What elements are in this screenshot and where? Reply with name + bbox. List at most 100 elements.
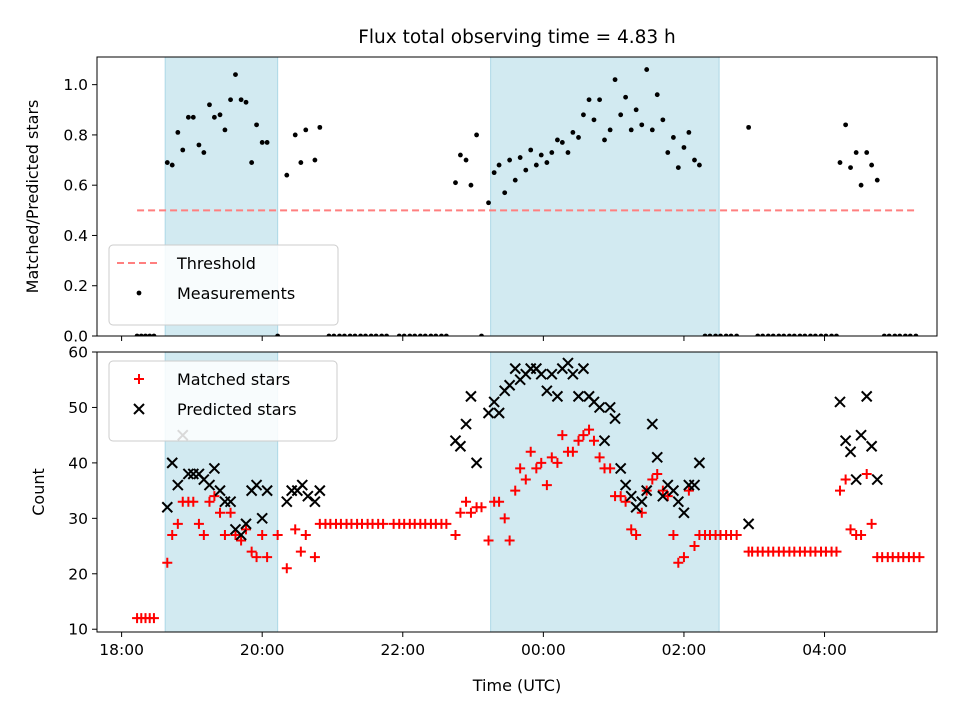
- predicted-point-81: [865, 440, 878, 452]
- predicted-point-62: [636, 495, 648, 508]
- count-series-1: [132, 424, 925, 624]
- count-legend-label-2: Predicted stars: [177, 400, 297, 419]
- matched-point-59: [465, 507, 476, 518]
- predicted-point-55: [598, 435, 611, 447]
- measurement-point-137: [897, 333, 903, 336]
- measurement-point-120: [808, 333, 813, 336]
- matched-point-87: [615, 491, 626, 502]
- matched-point-75: [552, 457, 563, 468]
- predicted-point-18: [250, 479, 263, 491]
- matched-point-82: [588, 435, 599, 446]
- measurement-point-127: [843, 122, 849, 128]
- measurement-point-97: [675, 165, 681, 170]
- measurement-point-68: [523, 167, 529, 173]
- measurement-point-107: [728, 333, 734, 336]
- measurement-point-139: [907, 333, 913, 336]
- measurement-point-59: [474, 132, 479, 138]
- matched-point-98: [673, 557, 684, 568]
- predicted-point-13: [224, 495, 237, 508]
- predicted-point-54: [593, 401, 606, 414]
- measurement-point-72: [544, 160, 550, 165]
- matched-point-19: [230, 529, 241, 540]
- matched-point-30: [300, 529, 311, 540]
- count-y-tick-label-4: 40: [68, 454, 88, 472]
- matched-point-29: [295, 546, 306, 557]
- ratio-legend-box: [108, 244, 339, 326]
- measurement-point-53: [439, 333, 444, 336]
- count-x-tick-label-6: 04:00: [802, 641, 847, 659]
- predicted-point-70: [678, 507, 690, 519]
- measurement-point-138: [902, 333, 908, 336]
- matched-point-81: [584, 424, 595, 435]
- predicted-point-75: [834, 396, 846, 408]
- ratio-series: [134, 67, 919, 336]
- measurement-point-43: [379, 333, 385, 336]
- measurement-point-113: [770, 333, 776, 336]
- measurement-point-58: [468, 182, 474, 188]
- measurement-point-89: [633, 107, 639, 113]
- measurement-point-76: [565, 150, 571, 155]
- measurement-point-34: [331, 333, 337, 336]
- measurement-point-114: [776, 333, 782, 336]
- measurement-point-64: [502, 190, 508, 196]
- count-x-tick-label-4: 00:00: [521, 641, 566, 659]
- measurement-point-71: [538, 152, 544, 158]
- measurement-point-18: [228, 97, 233, 103]
- matched-point-97: [668, 529, 679, 540]
- measurement-point-48: [412, 333, 418, 336]
- predicted-point-69: [672, 495, 685, 508]
- measurement-point-86: [618, 112, 624, 118]
- measurement-point-20: [238, 97, 244, 103]
- measurement-point-65: [507, 157, 513, 163]
- measurement-point-81: [591, 117, 597, 123]
- measurement-point-61: [486, 200, 491, 206]
- measurement-point-37: [347, 333, 353, 336]
- measurement-point-45: [396, 333, 402, 336]
- measurement-point-26: [275, 333, 281, 336]
- predicted-point-49: [567, 368, 579, 380]
- measurement-point-140: [913, 333, 919, 336]
- count-y-tick-label-3: 30: [68, 510, 88, 528]
- measurement-point-7: [169, 162, 175, 168]
- ratio-panel: 0.0 0.2 0.4 0.6 0.8 1.0 Flux total observing …: [23, 27, 938, 346]
- predicted-point-20: [261, 484, 273, 497]
- count-x-tick-label-5: 02:00: [662, 641, 707, 659]
- predicted-point-10: [208, 462, 221, 475]
- ratio-series-2: [134, 67, 919, 336]
- measurement-point-103: [707, 333, 713, 336]
- matched-point-25: [262, 552, 273, 563]
- matched-point-7: [167, 529, 178, 540]
- measurement-point-27: [284, 172, 290, 178]
- predicted-point-21: [281, 495, 293, 508]
- measurement-point-33: [326, 333, 332, 336]
- measurement-point-35: [337, 333, 342, 336]
- measurement-point-101: [697, 162, 702, 168]
- measurement-point-132: [869, 162, 875, 168]
- ratio-y-tick-label-1: 0.0: [63, 328, 88, 346]
- matched-point-57: [455, 507, 466, 518]
- measurement-point-73: [549, 150, 555, 155]
- measurement-point-39: [358, 333, 363, 336]
- measurement-point-36: [342, 333, 347, 336]
- matched-point-28: [290, 524, 301, 535]
- measurement-point-83: [602, 137, 607, 143]
- predicted-point-38: [509, 362, 521, 375]
- matched-point-74: [546, 452, 557, 463]
- measurement-point-80: [586, 97, 592, 103]
- count-series: [132, 357, 925, 624]
- measurement-point-42: [373, 333, 379, 336]
- measurement-point-13: [201, 150, 207, 155]
- count-legend-box: [108, 360, 338, 442]
- predicted-point-2: [166, 457, 178, 469]
- predicted-point-19: [256, 512, 268, 525]
- measurement-point-40: [363, 333, 368, 336]
- matched-point-109: [731, 529, 742, 540]
- predicted-point-59: [619, 479, 632, 491]
- measurement-point-92: [649, 127, 655, 133]
- measurement-point-126: [837, 160, 843, 165]
- matched-point-16: [215, 507, 226, 518]
- predicted-point-30: [460, 418, 472, 430]
- measurement-point-8: [175, 130, 181, 135]
- count-y-tick-label-1: 10: [68, 621, 88, 639]
- predicted-point-11: [214, 484, 226, 497]
